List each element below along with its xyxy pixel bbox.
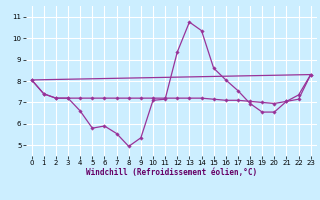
X-axis label: Windchill (Refroidissement éolien,°C): Windchill (Refroidissement éolien,°C) <box>86 168 257 177</box>
